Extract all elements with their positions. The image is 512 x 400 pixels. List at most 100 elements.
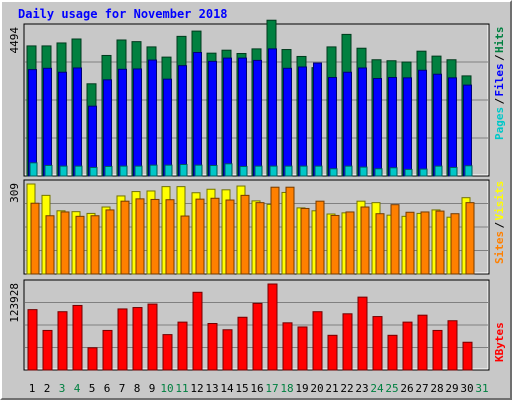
panel-1-max-label: 309 — [8, 183, 21, 203]
bar-pages-day-13 — [209, 164, 218, 177]
bar-pages-day-23 — [359, 166, 368, 177]
bar-pages-day-15 — [239, 165, 248, 177]
bar-files-day-19 — [298, 66, 307, 177]
bar-files-day-10 — [163, 78, 172, 177]
panel-1-legend-separator-1: / — [493, 222, 506, 229]
bar-files-day-27 — [418, 69, 427, 177]
x-tick-label-day-24: 24 — [370, 382, 384, 395]
bar-sites-day-17 — [270, 186, 280, 275]
bar-sites-day-15 — [240, 194, 250, 275]
bar-files-day-22 — [343, 71, 352, 177]
bar-sites-day-12 — [195, 198, 205, 275]
bar-pages-day-29 — [449, 166, 458, 177]
bar-kbytes-day-3 — [57, 311, 68, 371]
x-tick-label-day-1: 1 — [29, 382, 36, 395]
bar-files-day-3 — [58, 71, 67, 177]
bar-pages-day-21 — [329, 168, 338, 177]
bar-sites-day-9 — [150, 198, 160, 275]
bar-kbytes-day-18 — [282, 322, 293, 371]
panel-1-legend-sites: Sites — [493, 231, 506, 264]
bar-pages-day-12 — [194, 164, 203, 177]
x-tick-label-day-8: 8 — [134, 382, 141, 395]
bar-files-day-2 — [43, 67, 52, 177]
bar-sites-day-11 — [180, 215, 190, 275]
bar-pages-day-14 — [224, 163, 233, 177]
bar-kbytes-day-13 — [207, 323, 218, 371]
x-tick-label-day-31: 31 — [475, 382, 488, 395]
bar-sites-day-30 — [465, 202, 475, 275]
x-tick-label-day-7: 7 — [119, 382, 126, 395]
x-tick-label-day-6: 6 — [104, 382, 111, 395]
bar-sites-day-26 — [405, 211, 415, 275]
bar-pages-day-25 — [389, 167, 398, 177]
bar-files-day-7 — [118, 68, 127, 177]
bar-sites-day-8 — [135, 198, 145, 275]
bar-kbytes-day-23 — [357, 296, 368, 371]
bar-kbytes-day-7 — [117, 308, 128, 371]
x-tick-label-day-25: 25 — [385, 382, 398, 395]
bar-files-day-16 — [253, 59, 262, 177]
bar-sites-day-2 — [45, 215, 55, 275]
bar-files-day-24 — [373, 78, 382, 177]
x-tick-label-day-19: 19 — [295, 382, 308, 395]
panel-2-legend-kbytes: KBytes — [493, 322, 506, 362]
bar-files-day-29 — [448, 77, 457, 177]
x-tick-label-day-16: 16 — [250, 382, 263, 395]
x-tick-label-day-22: 22 — [340, 382, 353, 395]
x-tick-label-day-10: 10 — [160, 382, 173, 395]
bar-files-day-28 — [433, 73, 442, 177]
bar-files-day-11 — [178, 65, 187, 177]
x-tick-label-day-5: 5 — [89, 382, 96, 395]
x-tick-label-day-23: 23 — [355, 382, 368, 395]
bar-files-day-30 — [463, 84, 472, 177]
bar-pages-day-22 — [344, 165, 353, 177]
bar-sites-day-27 — [420, 211, 430, 275]
panel-0-max-label: 4494 — [8, 27, 21, 54]
bar-sites-day-28 — [435, 210, 445, 275]
x-tick-label-day-15: 15 — [235, 382, 248, 395]
bar-pages-day-3 — [59, 165, 68, 177]
bar-pages-day-8 — [134, 165, 143, 177]
panel-0-legend-separator-1: / — [493, 98, 506, 105]
bar-kbytes-day-17 — [267, 283, 278, 371]
bar-files-day-12 — [193, 52, 202, 177]
bar-files-day-17 — [268, 48, 277, 177]
bar-sites-day-18 — [285, 186, 295, 275]
x-tick-label-day-3: 3 — [59, 382, 66, 395]
bar-pages-day-17 — [269, 165, 278, 177]
bar-kbytes-day-5 — [87, 347, 98, 371]
bar-sites-day-21 — [330, 214, 340, 275]
bar-kbytes-day-9 — [147, 303, 158, 371]
bar-kbytes-day-2 — [42, 329, 53, 371]
bar-kbytes-day-20 — [312, 311, 323, 371]
bar-kbytes-day-4 — [72, 304, 83, 371]
bar-kbytes-day-29 — [447, 320, 458, 371]
bar-sites-day-19 — [300, 207, 310, 275]
bar-pages-day-26 — [404, 168, 413, 177]
bar-sites-day-3 — [60, 211, 70, 275]
bar-sites-day-29 — [450, 213, 460, 275]
x-tick-label-day-28: 28 — [430, 382, 443, 395]
bar-sites-day-14 — [225, 199, 235, 275]
x-tick-label-day-18: 18 — [280, 382, 293, 395]
bar-pages-day-28 — [434, 165, 443, 177]
bar-sites-day-5 — [90, 215, 100, 275]
bar-sites-day-23 — [360, 206, 370, 275]
bar-kbytes-day-19 — [297, 326, 308, 371]
bar-kbytes-day-22 — [342, 313, 353, 371]
bar-pages-day-4 — [74, 165, 83, 177]
panel-0-legend-files: Files — [493, 63, 506, 96]
bar-kbytes-day-6 — [102, 329, 113, 371]
bar-pages-day-6 — [104, 165, 113, 177]
x-tick-label-day-29: 29 — [445, 382, 458, 395]
bar-sites-day-25 — [390, 204, 400, 275]
bar-pages-day-24 — [374, 168, 383, 177]
bar-kbytes-day-16 — [252, 302, 263, 371]
bar-files-day-8 — [133, 68, 142, 177]
bar-pages-day-18 — [284, 165, 293, 177]
bar-sites-day-22 — [345, 211, 355, 275]
bar-files-day-20 — [313, 62, 322, 177]
bar-kbytes-day-10 — [162, 334, 173, 371]
bar-kbytes-day-12 — [192, 291, 203, 371]
